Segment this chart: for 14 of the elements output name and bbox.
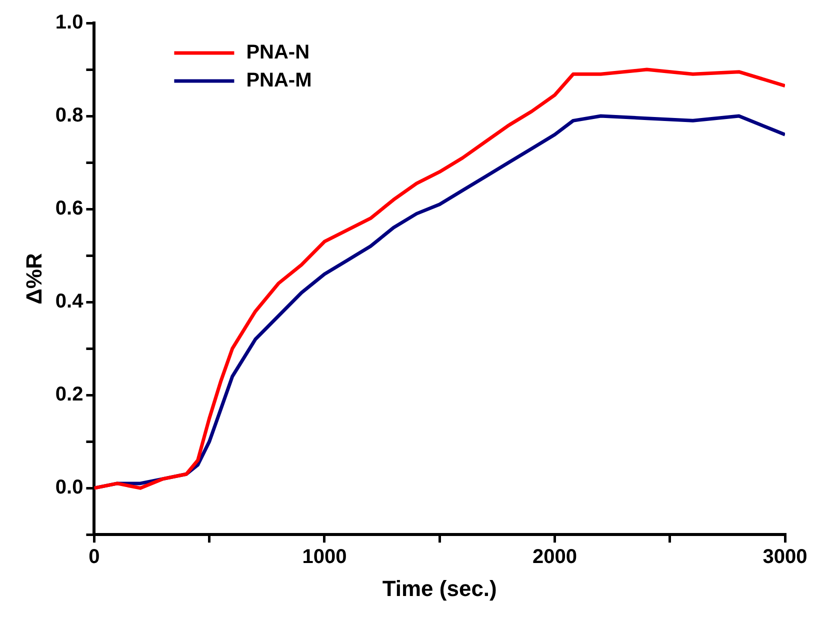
y-tick-label: 0.2 [55,384,84,406]
y-tick-label: 0.0 [55,476,84,499]
x-tick-label: 1000 [302,546,347,568]
x-tick-label: 2000 [532,546,577,568]
y-tick-label: 0.4 [55,290,84,313]
x-tick-label: 0 [88,546,100,568]
x-tick-label: 3000 [762,546,808,568]
y-axis-title: Δ%R [21,253,46,304]
y-tick-label: 0.8 [55,104,84,127]
y-tick-label: 0.6 [55,198,84,220]
x-axis-title: Time (sec.) [382,576,497,601]
y-tick-label: 1.0 [55,12,84,34]
legend-label: PNA-M [246,70,312,92]
legend-label: PNA-N [246,42,310,64]
